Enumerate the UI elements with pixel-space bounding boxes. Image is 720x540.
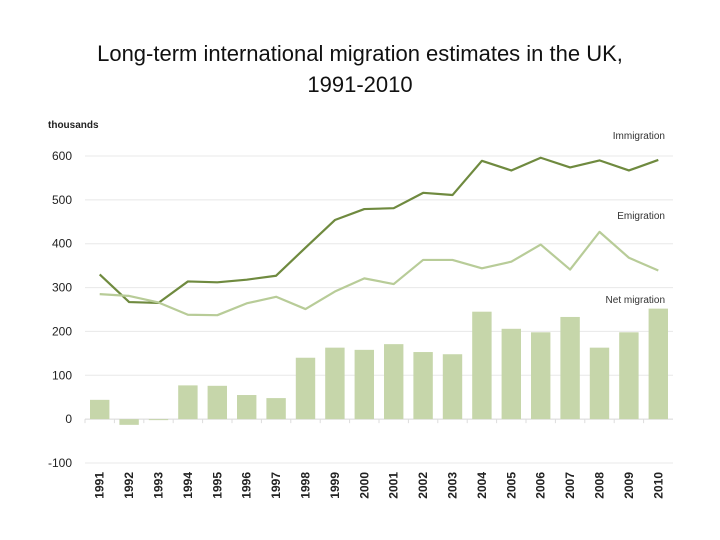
bar-net-migration-2009 xyxy=(619,332,639,420)
y-tick-label: 100 xyxy=(52,368,72,382)
x-tick-label: 1992 xyxy=(122,472,136,499)
x-tick-label: 1994 xyxy=(181,472,195,499)
bar-net-migration-2002 xyxy=(413,352,433,420)
bar-net-migration-1999 xyxy=(325,347,345,420)
bar-net-migration-1996 xyxy=(236,395,257,420)
chart-title-line2: 1991-2010 xyxy=(307,72,413,97)
chart-title: Long-term international migration estima… xyxy=(0,38,720,100)
x-tick-label: 2005 xyxy=(504,472,518,499)
x-tick-label: 1999 xyxy=(328,472,342,499)
x-tick-label: 1995 xyxy=(210,472,224,499)
bar-net-migration-2008 xyxy=(589,347,610,420)
bar-net-migration-1994 xyxy=(178,385,198,420)
bar-net-migration-2005 xyxy=(501,328,522,420)
bar-net-migration-1993 xyxy=(148,419,169,421)
y-tick-label: 400 xyxy=(52,237,72,251)
bar-net-migration-1991 xyxy=(89,399,110,420)
x-tick-label: 1997 xyxy=(269,472,283,499)
x-tick-label: 2004 xyxy=(475,472,489,499)
x-tick-label: 2007 xyxy=(563,472,577,499)
x-tick-label: 2002 xyxy=(416,472,430,499)
series-label-net-migration: Net migration xyxy=(606,295,665,306)
y-tick-label: 500 xyxy=(52,193,72,207)
y-tick-label: 300 xyxy=(52,281,72,295)
bar-net-migration-2000 xyxy=(354,349,375,420)
bar-net-migration-1992 xyxy=(119,419,139,425)
series-label-immigration: Immigration xyxy=(613,131,665,142)
y-tick-label: 0 xyxy=(65,412,72,426)
x-tick-label: 1996 xyxy=(240,472,254,499)
y-tick-label: 200 xyxy=(52,324,72,338)
line-emigration xyxy=(99,230,659,317)
bar-net-migration-2003 xyxy=(442,354,463,420)
bar-net-migration-1998 xyxy=(295,357,316,420)
x-tick-label: 2000 xyxy=(357,472,371,499)
bar-net-migration-2006 xyxy=(530,332,551,420)
x-tick-label: 2009 xyxy=(622,472,636,499)
x-tick-label: 1998 xyxy=(299,472,313,499)
x-tick-label: 2008 xyxy=(593,472,607,499)
bar-net-migration-1997 xyxy=(266,398,286,420)
chart-title-line1: Long-term international migration estima… xyxy=(97,41,623,66)
x-tick-label: 1991 xyxy=(93,472,107,499)
bar-net-migration-2007 xyxy=(560,316,580,420)
y-axis-label: thousands xyxy=(48,120,99,131)
series-label-emigration: Emigration xyxy=(617,211,665,222)
bar-net-migration-2001 xyxy=(383,344,404,420)
bar-net-migration-2010 xyxy=(648,308,669,420)
x-tick-label: 2006 xyxy=(534,472,548,499)
x-tick-label: 1993 xyxy=(152,472,166,499)
y-tick-label: -100 xyxy=(48,456,72,470)
bar-net-migration-2004 xyxy=(472,311,492,420)
line-immigration xyxy=(98,156,659,305)
x-tick-label: 2010 xyxy=(651,472,665,499)
bar-net-migration-1995 xyxy=(207,385,228,420)
y-tick-label: 600 xyxy=(52,149,72,163)
x-tick-label: 2001 xyxy=(387,472,401,499)
x-tick-label: 2003 xyxy=(446,472,460,499)
